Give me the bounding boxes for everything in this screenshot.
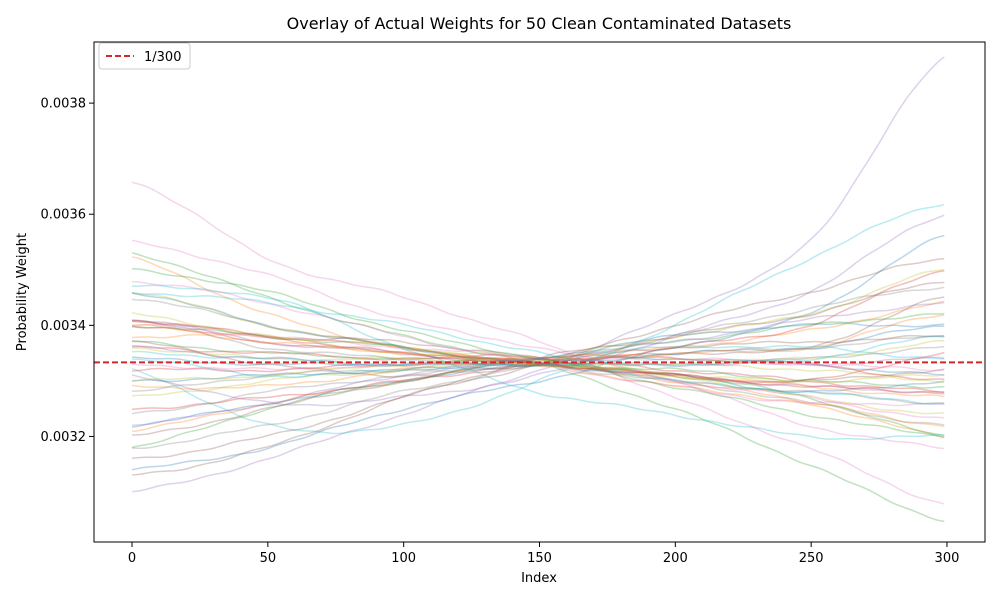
series-line [131,323,945,398]
series-line [132,324,945,419]
series-line [132,347,945,384]
series-line [131,300,945,433]
legend-label-reference: 1/300 [144,50,181,65]
series-group [131,56,945,523]
series-line [132,296,945,378]
x-tick-label: 300 [935,551,960,566]
series-line [131,339,945,383]
y-tick-label: 0.0038 [41,97,87,112]
y-axis-label: Probability Weight [15,233,30,351]
y-tick-label: 0.0036 [41,208,87,223]
series-line [131,56,945,493]
series-line [131,214,945,407]
legend: 1/300 [98,42,191,70]
series-line [131,268,945,397]
series-line [131,203,945,435]
series-line [132,344,945,378]
series-line [131,270,945,411]
series-line [131,257,945,476]
series-line [131,340,945,437]
x-axis-label: Index [521,571,557,586]
series-line [132,356,945,376]
series-line [131,312,945,383]
series-line [131,322,945,428]
series-line [131,292,945,415]
series-line [131,344,945,393]
series-line [131,335,945,415]
x-tick-label: 250 [799,551,824,566]
chart-title: Overlay of Actual Weights for 50 Clean C… [287,14,792,33]
y-tick-label: 0.0032 [41,430,87,445]
series-line [131,345,945,393]
x-tick-label: 200 [663,551,688,566]
series-line [131,333,945,428]
series-line [131,234,945,471]
series-line [131,256,945,438]
series-line [131,314,945,390]
series-line [131,239,945,450]
x-tick-label: 150 [527,551,552,566]
legend-box [98,42,191,70]
series-line [131,335,945,367]
x-tick-label: 50 [260,551,277,566]
series-line [132,319,945,426]
series-line [132,284,945,441]
series-line [132,268,945,439]
series-line [131,291,945,405]
series-line [131,325,945,383]
series-line [131,345,945,367]
series-line [131,325,945,384]
series-line [131,313,945,449]
series-line [131,301,945,427]
x-tick-label: 0 [128,551,136,566]
series-line [131,355,945,372]
y-axis: 0.0032 0.0034 0.0036 0.0038 [41,97,94,445]
y-tick-label: 0.0034 [41,319,87,334]
series-line [131,281,945,460]
series-line [131,280,945,407]
x-axis: 0 50 100 150 200 250 300 [128,542,959,566]
series-line [131,320,945,383]
series-line [132,320,945,394]
series-line [131,181,945,505]
series-line [132,334,945,436]
x-tick-label: 100 [391,551,416,566]
